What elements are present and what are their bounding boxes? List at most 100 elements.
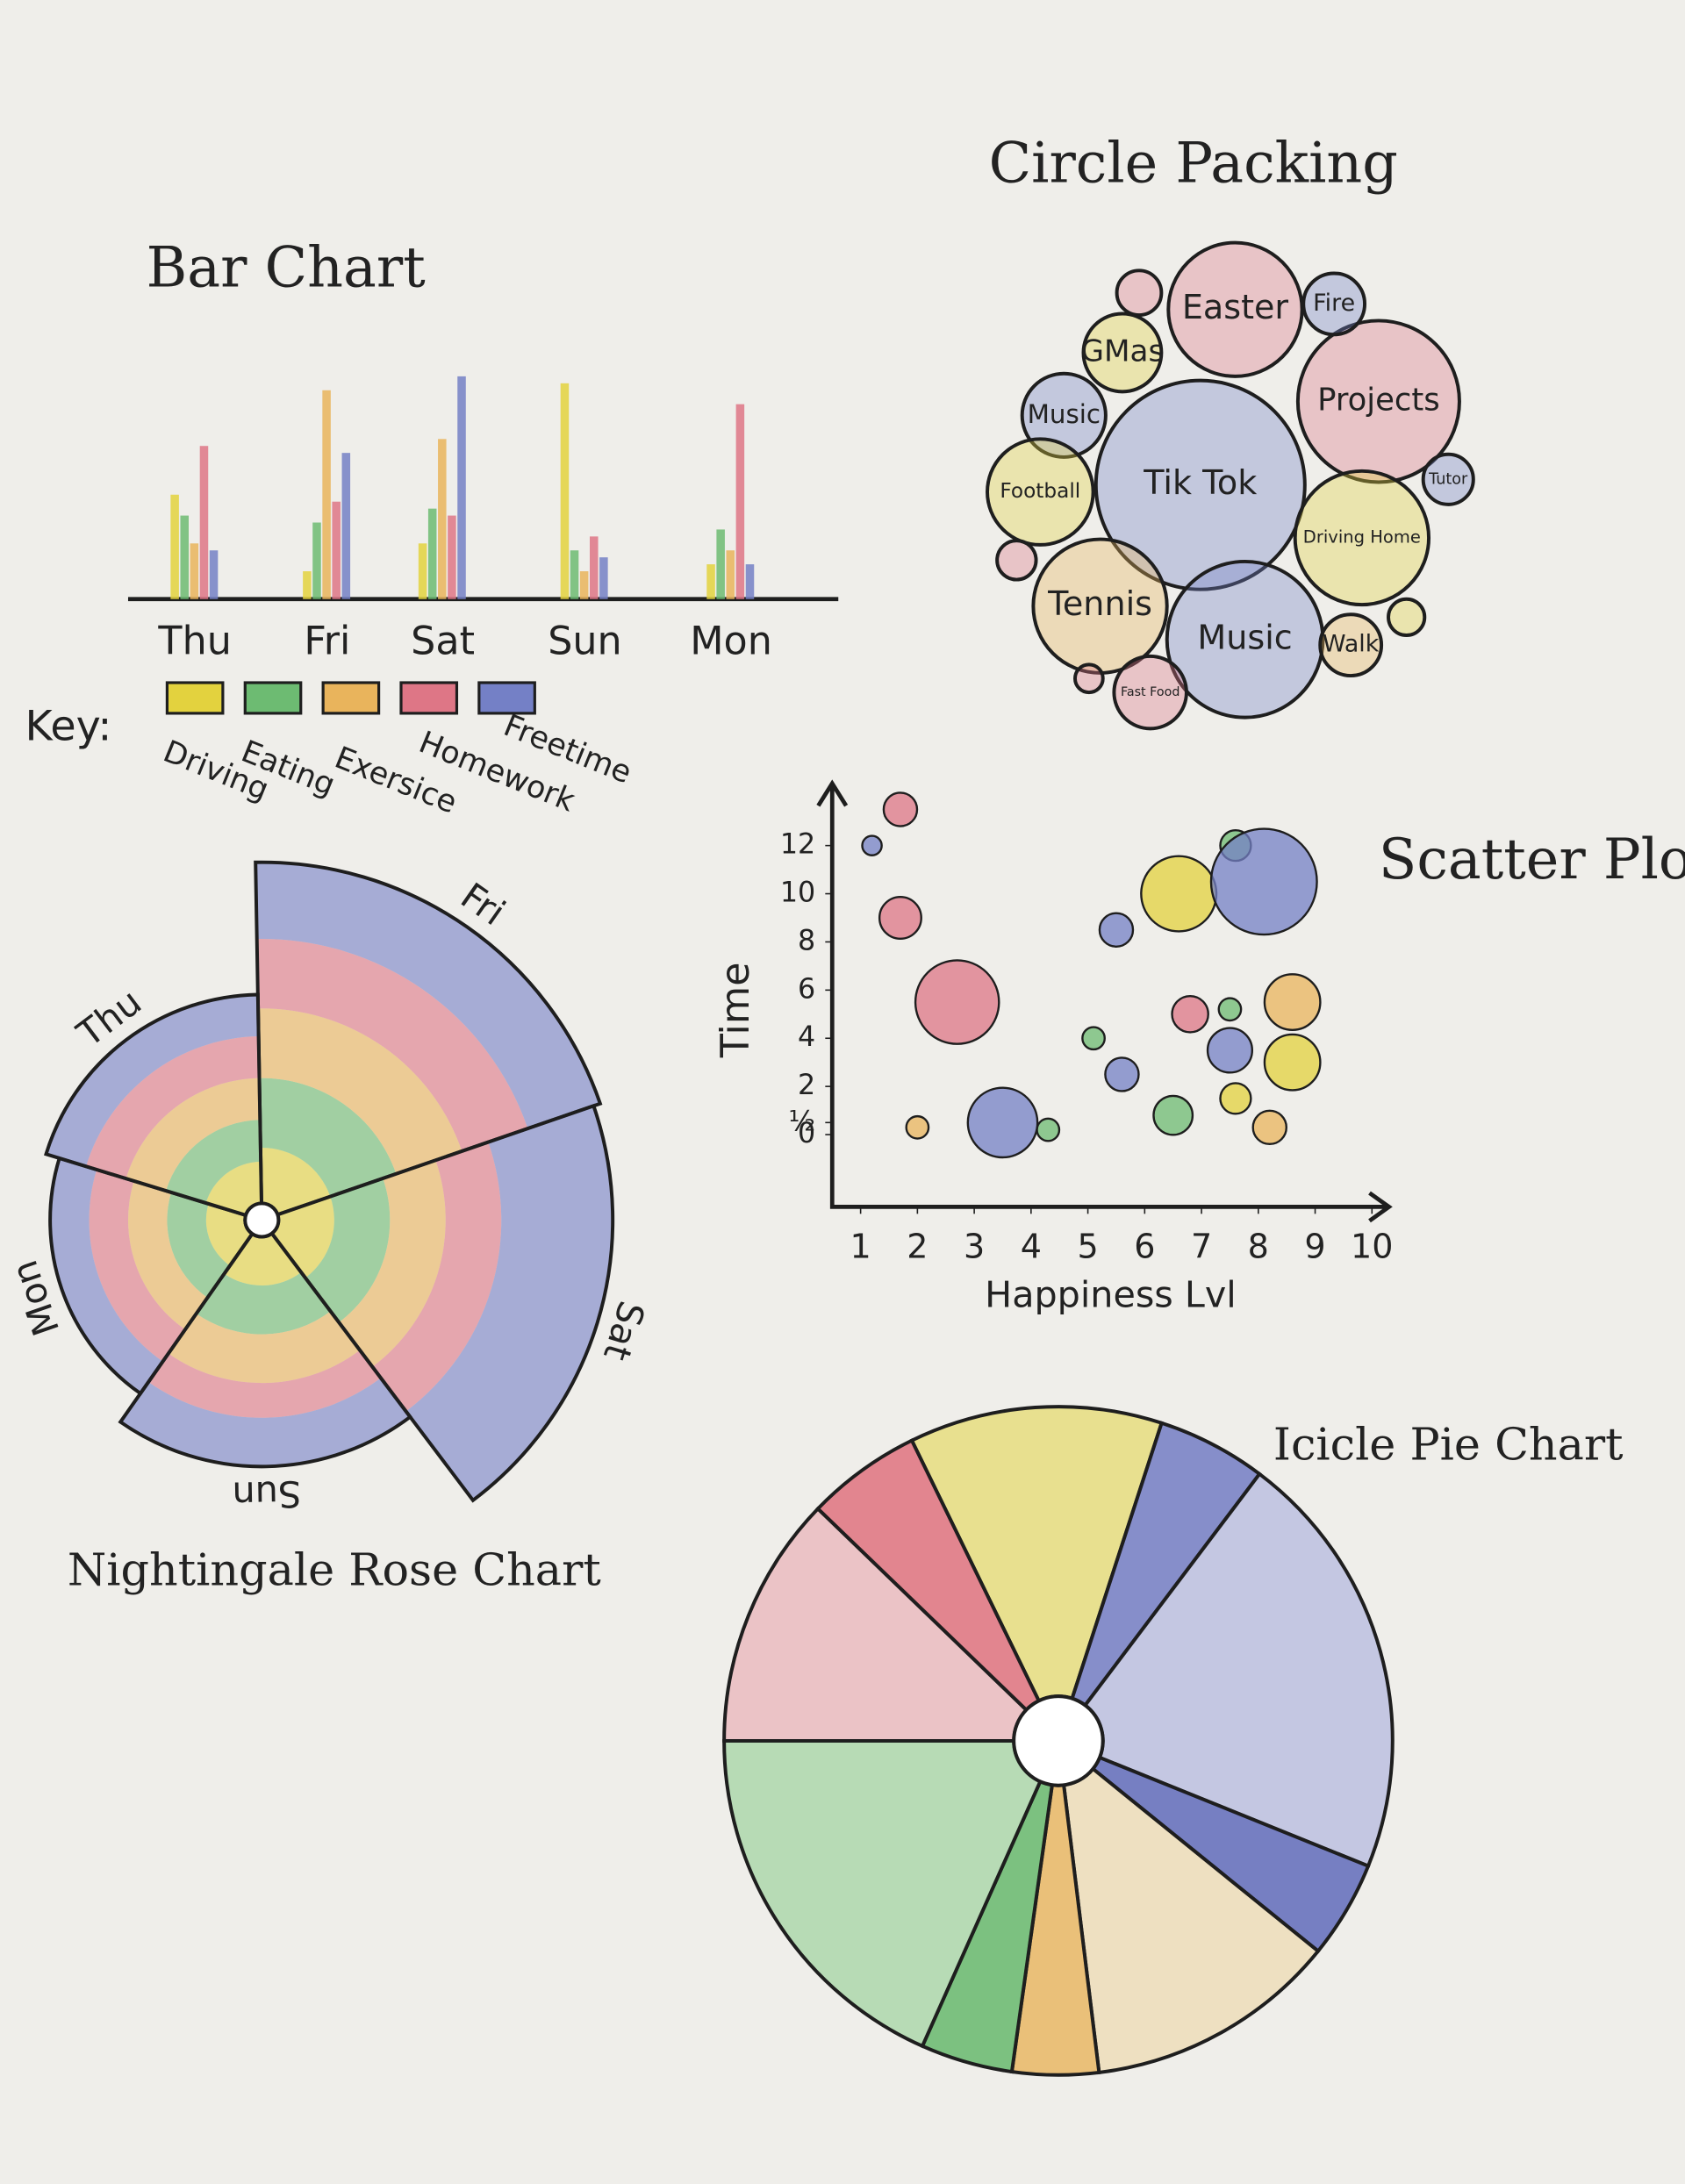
rose-band bbox=[255, 862, 600, 1129]
rose-band bbox=[46, 994, 259, 1167]
rose-band bbox=[50, 1157, 163, 1394]
x-tick-label: Fri bbox=[304, 619, 350, 664]
circle-label: Walk bbox=[1323, 631, 1380, 658]
y-tick-label: 8 bbox=[798, 925, 815, 956]
x-tick-label: Thu bbox=[157, 619, 231, 664]
circle-label: Easter bbox=[1182, 288, 1289, 326]
rose-band bbox=[259, 1078, 397, 1197]
packed-circle bbox=[1115, 269, 1164, 318]
rose-band bbox=[125, 1078, 261, 1192]
bar bbox=[457, 376, 466, 599]
circle-label: GMas bbox=[1081, 333, 1165, 369]
pie-hole bbox=[1012, 1694, 1105, 1787]
bar bbox=[570, 550, 579, 599]
packed-circle bbox=[1081, 311, 1164, 394]
y-tick-label: 12 bbox=[780, 829, 815, 861]
rose-band bbox=[258, 1008, 462, 1174]
packed-circle bbox=[1020, 371, 1108, 459]
bar bbox=[170, 494, 179, 599]
rose-band bbox=[372, 1142, 502, 1412]
x-tick-label: 7 bbox=[1191, 1228, 1212, 1266]
bar bbox=[332, 501, 341, 599]
packed-circle bbox=[1295, 319, 1461, 484]
chart-title: Nightingale Rose Chart bbox=[68, 1544, 601, 1596]
chart-title: Circle Packing bbox=[989, 130, 1398, 195]
y-tick-label: 10 bbox=[780, 877, 815, 909]
point bbox=[882, 791, 919, 827]
y-axis-label: Time bbox=[713, 963, 758, 1059]
rose-band bbox=[166, 1120, 262, 1203]
bar bbox=[438, 439, 447, 599]
chart-title: Bar Chart bbox=[147, 234, 427, 299]
rose-band bbox=[339, 1160, 446, 1367]
x-tick-label: 5 bbox=[1077, 1228, 1098, 1266]
point bbox=[1140, 855, 1218, 933]
chart-title: Icicle Pie Chart bbox=[1273, 1419, 1624, 1471]
packed-circle bbox=[1073, 662, 1105, 695]
y-tick-label: ½ bbox=[788, 1106, 815, 1137]
bar bbox=[190, 543, 199, 599]
rose-band bbox=[86, 1036, 260, 1179]
rose-hub bbox=[243, 1201, 281, 1239]
rose-label: Sun bbox=[232, 1472, 301, 1515]
packed-circle bbox=[1293, 469, 1431, 607]
point bbox=[1209, 827, 1318, 936]
y-tick-label: 0 bbox=[798, 1118, 815, 1149]
circle-label: Driving Home bbox=[1303, 526, 1421, 547]
packed-circle bbox=[1421, 452, 1475, 506]
packed-circle bbox=[1093, 378, 1307, 591]
x-tick-label: 8 bbox=[1248, 1228, 1269, 1266]
point bbox=[1036, 1117, 1061, 1142]
x-tick-label: 1 bbox=[850, 1228, 871, 1266]
bar bbox=[209, 550, 219, 599]
point bbox=[1263, 1033, 1322, 1092]
point bbox=[1171, 994, 1209, 1034]
point bbox=[1152, 1094, 1194, 1136]
bar bbox=[735, 404, 745, 599]
legend-swatch bbox=[321, 681, 381, 715]
bar bbox=[427, 508, 437, 599]
y-tick-label: 2 bbox=[798, 1070, 815, 1101]
point bbox=[1098, 912, 1135, 948]
rose-band bbox=[89, 1169, 185, 1362]
point bbox=[878, 896, 922, 940]
x-tick-label: 2 bbox=[907, 1228, 928, 1266]
axes bbox=[816, 779, 1393, 1223]
rose-band bbox=[148, 1350, 381, 1418]
point bbox=[1251, 1109, 1287, 1146]
bar bbox=[579, 571, 589, 599]
packed-circle bbox=[1301, 271, 1367, 337]
bar bbox=[706, 564, 715, 599]
point bbox=[1206, 1027, 1254, 1074]
packed-circle bbox=[1318, 612, 1384, 678]
rose-band bbox=[205, 1161, 262, 1215]
circle-label: Tik Tok bbox=[1143, 463, 1257, 502]
x-tick-label: Sun bbox=[548, 619, 621, 664]
x-tick-label: 6 bbox=[1134, 1228, 1155, 1266]
legend-swatch bbox=[165, 681, 225, 715]
circle-label: Football bbox=[1000, 479, 1080, 503]
circle-label: Projects bbox=[1317, 382, 1440, 418]
point bbox=[861, 834, 883, 856]
point bbox=[1081, 1026, 1106, 1051]
bar bbox=[303, 571, 312, 599]
chart-title: Scatter Plot bbox=[1379, 827, 1685, 892]
point bbox=[966, 1086, 1039, 1159]
bar bbox=[745, 564, 755, 599]
bar bbox=[418, 543, 427, 599]
x-tick-label: 3 bbox=[964, 1228, 985, 1266]
point bbox=[1217, 997, 1243, 1022]
packed-circle bbox=[1166, 240, 1304, 378]
bar bbox=[312, 522, 321, 599]
bar bbox=[590, 536, 599, 599]
bar bbox=[448, 515, 456, 599]
bar bbox=[560, 383, 570, 599]
rose-band bbox=[271, 1196, 334, 1278]
legend-title: Key: bbox=[25, 702, 112, 750]
packed-circle bbox=[986, 437, 1095, 547]
x-tick-label: 10 bbox=[1351, 1228, 1393, 1266]
circle-label: Tennis bbox=[1047, 584, 1152, 623]
y-tick-label: 6 bbox=[798, 973, 815, 1005]
x-tick-label: 9 bbox=[1304, 1228, 1325, 1266]
circle-label: Music bbox=[1197, 618, 1292, 656]
